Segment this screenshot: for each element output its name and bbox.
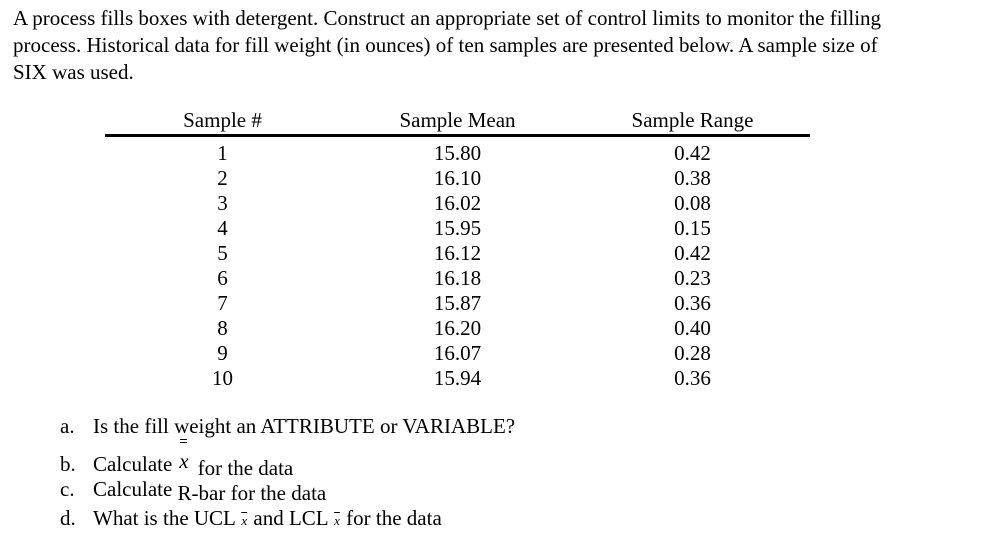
table-cell-sample-range: 0.36 (674, 366, 711, 390)
x-double-bar-symbol: = x (179, 435, 189, 474)
table-cell-sample-range: 0.42 (674, 241, 711, 265)
table-cell-sample-mean: 16.07 (433, 341, 482, 365)
table-row: 2 16.10 0.38 (105, 166, 810, 191)
table-row: 9 16.07 0.28 (105, 341, 810, 366)
table-cell-sample-range: 0.08 (674, 191, 711, 215)
question-b-prefix: Calculate (93, 452, 173, 476)
table-cell-sample-number: 7 (217, 291, 228, 315)
problem-statement-line-3: SIX was used. (13, 60, 134, 84)
table-cell-sample-range: 0.42 (674, 141, 711, 165)
table-cell-sample-number: 1 (217, 141, 228, 165)
table-cell-sample-mean: 15.80 (433, 141, 482, 165)
table-row: 4 15.95 0.15 (105, 216, 810, 241)
question-a-text: Is the fill weight an ATTRIBUTE or VARIA… (93, 414, 516, 438)
table-cell-sample-mean: 16.10 (433, 166, 482, 190)
question-c-label: c. (60, 477, 75, 501)
question-c-shifted-text: R-bar for the data (177, 481, 327, 505)
table-row: 8 16.20 0.40 (105, 316, 810, 341)
double-bar-accent: = (179, 434, 188, 450)
question-d-label: d. (60, 506, 76, 530)
sample-table-header-row: Sample # Sample Mean Sample Range (105, 106, 810, 137)
table-cell-sample-number: 5 (217, 241, 228, 265)
x-bar-symbol-2: x (334, 513, 340, 528)
question-d: d. What is the UCL x and LCL x for the d… (60, 506, 442, 531)
table-row: 10 15.94 0.36 (105, 366, 810, 391)
table-cell-sample-number: 2 (217, 166, 228, 190)
question-b-label: b. (60, 452, 76, 476)
question-c-prefix: Calculate (93, 477, 173, 501)
table-cell-sample-mean: 16.02 (433, 191, 482, 215)
question-a-label: a. (60, 414, 75, 438)
table-cell-sample-mean: 15.95 (433, 216, 482, 240)
problem-statement-line-2: process. Historical data for fill weight… (13, 33, 878, 57)
table-row: 5 16.12 0.42 (105, 241, 810, 266)
table-cell-sample-mean: 16.12 (433, 241, 482, 265)
table-cell-sample-range: 0.28 (674, 341, 711, 365)
table-row: 3 16.02 0.08 (105, 191, 810, 216)
problem-statement: A process fills boxes with detergent. Co… (13, 5, 973, 86)
table-cell-sample-mean: 16.18 (433, 266, 482, 290)
table-cell-sample-number: 4 (217, 216, 228, 240)
table-cell-sample-range: 0.23 (674, 266, 711, 290)
table-cell-sample-range: 0.15 (674, 216, 711, 240)
column-header-sample-number: Sample # (105, 106, 340, 137)
table-cell-sample-number: 6 (217, 266, 228, 290)
question-b-text: Calculate = x for the data (93, 435, 294, 481)
question-d-text: What is the UCL x and LCL x for the data (93, 506, 442, 531)
table-cell-sample-number: 10 (212, 366, 233, 390)
sample-table-header: Sample # Sample Mean Sample Range (105, 106, 810, 137)
question-c-text: Calculate R-bar for the data (93, 477, 327, 505)
question-b: b. Calculate = x for the data (60, 435, 294, 481)
x-symbol: x (179, 449, 189, 473)
table-cell-sample-number: 9 (217, 341, 228, 365)
column-header-sample-range: Sample Range (575, 106, 810, 137)
sample-data-table: Sample # Sample Mean Sample Range 1 15.80… (105, 106, 810, 391)
table-row: 6 16.18 0.23 (105, 266, 810, 291)
table-cell-sample-range: 0.40 (674, 316, 711, 340)
table-row: 1 15.80 0.42 (105, 136, 810, 167)
column-header-sample-mean: Sample Mean (340, 106, 575, 137)
table-cell-sample-mean: 15.94 (433, 366, 482, 390)
question-d-part1: What is the UCL (93, 506, 236, 530)
table-cell-sample-range: 0.38 (674, 166, 711, 190)
question-b-suffix: for the data (197, 456, 294, 480)
question-a: a. Is the fill weight an ATTRIBUTE or VA… (60, 414, 515, 439)
question-c: c. Calculate R-bar for the data (60, 477, 327, 505)
question-d-part2: and LCL (253, 506, 328, 530)
problem-statement-line-1: A process fills boxes with detergent. Co… (13, 6, 882, 30)
table-cell-sample-number: 3 (217, 191, 228, 215)
table-cell-sample-mean: 15.87 (433, 291, 482, 315)
table-row: 7 15.87 0.36 (105, 291, 810, 316)
table-cell-sample-number: 8 (217, 316, 228, 340)
question-d-part3: for the data (346, 506, 442, 530)
sample-table-body: 1 15.80 0.42 2 16.10 0.38 3 16.02 0.08 4 15.95 0.15… (105, 136, 810, 392)
x-bar-symbol-1: x (241, 513, 248, 528)
table-cell-sample-mean: 16.20 (433, 316, 482, 340)
table-cell-sample-range: 0.36 (674, 291, 711, 315)
